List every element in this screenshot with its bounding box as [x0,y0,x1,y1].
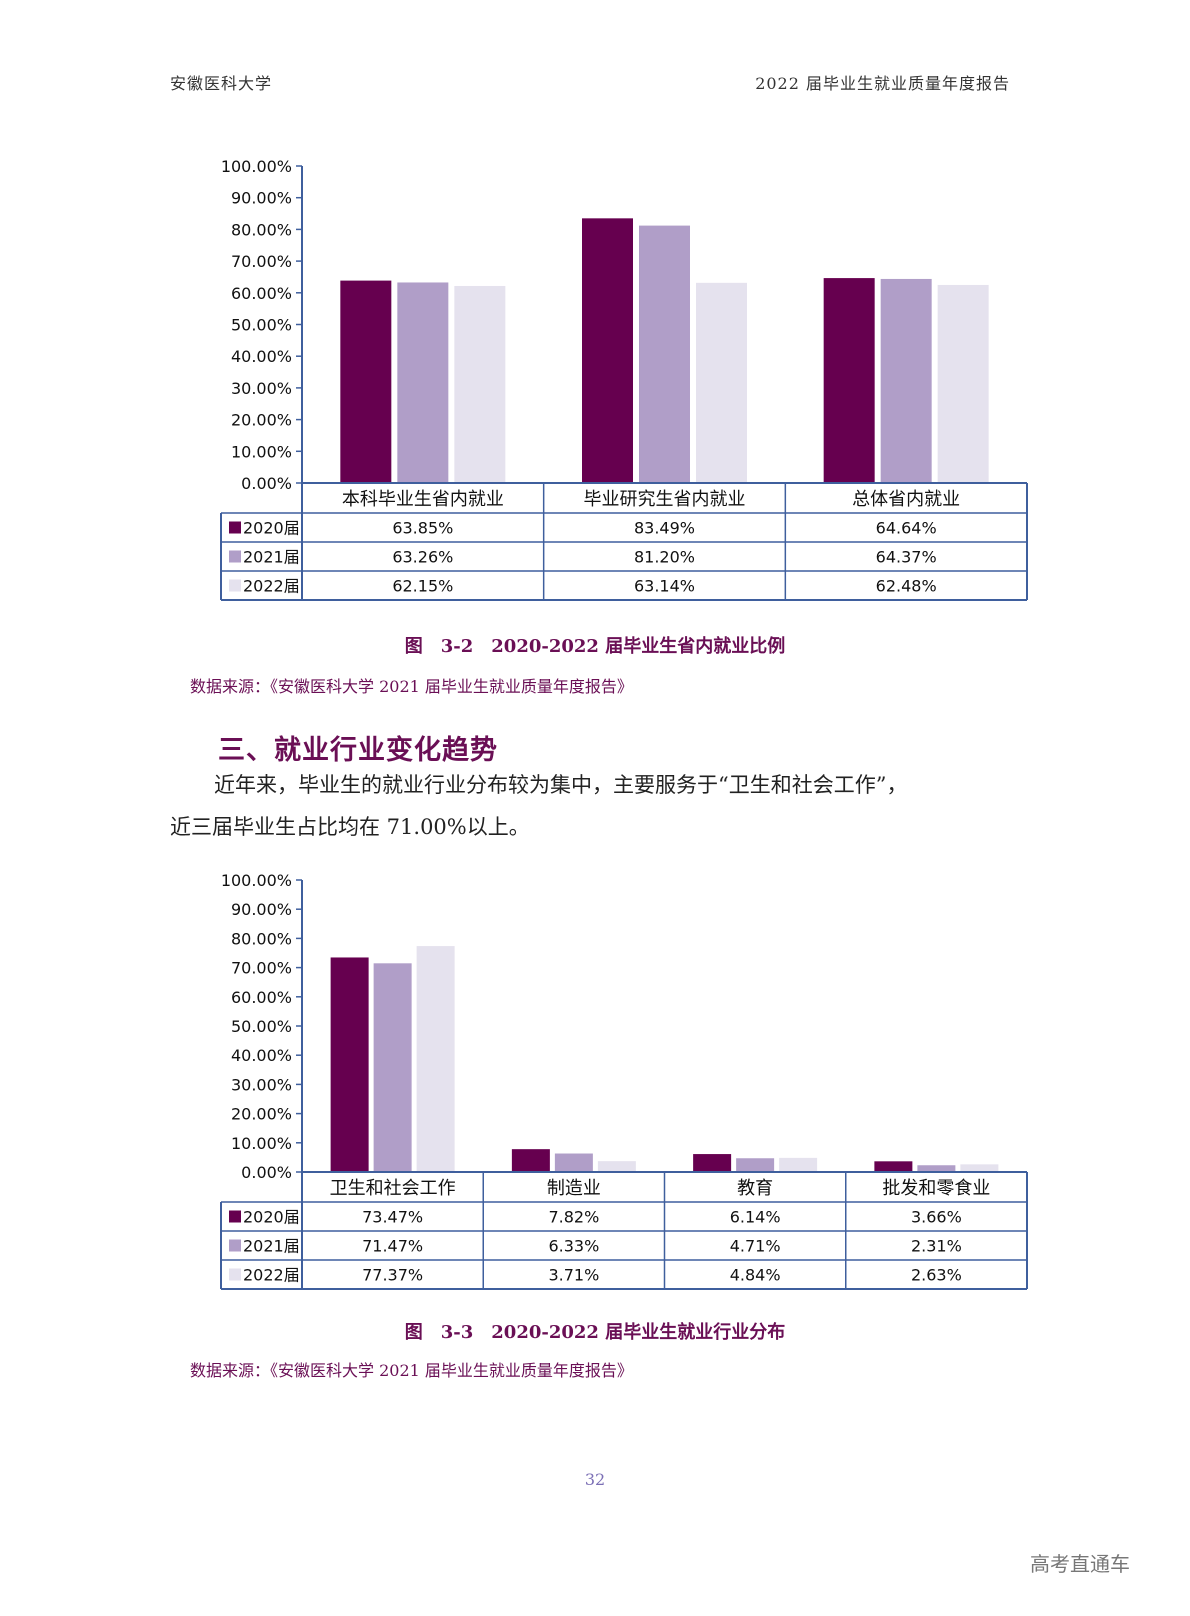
y-tick-label: 80.00% [231,220,292,239]
figure-3-3-source: 数据来源：《安徽医科大学 2021 届毕业生就业质量年度报告》 [190,1361,633,1380]
header-school-name: 安徽医科大学 [170,74,273,93]
legend-label: 2021届 [243,1237,300,1256]
bar-2021届-0 [373,963,412,1172]
legend-label: 2021届 [243,548,300,567]
y-tick-label: 30.00% [231,379,292,398]
data-label: 63.85% [392,519,453,538]
bar-2020届-1 [511,1149,550,1172]
y-tick-label: 70.00% [231,252,292,271]
y-tick-label: 40.00% [231,347,292,366]
section-title: 三、就业行业变化趋势 [218,735,498,766]
chart-provincial-employment-svg: 0.00% 10.00% 20.00% 30.00% 40.00% 50.00% 60.00… [220,157,1028,601]
bar-2020届-2 [693,1154,732,1172]
data-label: 4.71% [730,1237,781,1256]
legend-label: 2022届 [243,577,300,596]
data-label: 6.14% [730,1208,781,1227]
bar-2020届-1 [582,218,633,483]
y-tick-label: 40.00% [231,1046,292,1065]
data-label: 2.63% [911,1266,962,1285]
data-label: 63.26% [392,548,453,567]
bar-2021届-1 [554,1153,593,1172]
y-tick-label: 100.00% [221,871,292,890]
data-label: 62.15% [392,577,453,596]
y-tick-label: 90.00% [231,900,292,919]
bar-2021届-2 [736,1158,775,1172]
data-label: 7.82% [548,1208,599,1227]
data-label: 2.31% [911,1237,962,1256]
legend-label: 2020届 [243,519,300,538]
data-label: 62.48% [876,577,937,596]
data-label: 3.66% [911,1208,962,1227]
y-tick-label: 20.00% [231,411,292,430]
bar-2021届-3 [917,1165,956,1172]
data-label: 73.47% [362,1208,423,1227]
category-label: 本科毕业生省内就业 [342,489,504,510]
data-label: 71.47% [362,1237,423,1256]
bar-2021届-1 [639,225,690,483]
header-report-title: 2022 届毕业生就业质量年度报告 [755,74,1010,93]
y-tick-label: 30.00% [231,1075,292,1094]
y-tick-label: 60.00% [231,988,292,1007]
chart-provincial-employment: 0.00% 10.00% 20.00% 30.00% 40.00% 50.00% 60.00… [150,150,1070,610]
bar-2022届-0 [416,946,455,1172]
legend-swatch-2021届 [229,1239,241,1252]
data-label: 77.37% [362,1266,423,1285]
data-label: 81.20% [634,548,695,567]
category-label: 批发和零食业 [882,1178,990,1199]
data-label: 3.71% [548,1266,599,1285]
legend-swatch-2020届 [229,521,241,534]
category-label: 总体省内就业 [852,489,960,510]
y-tick-label: 70.00% [231,959,292,978]
y-tick-label: 10.00% [231,442,292,461]
body-paragraph: 近年来，毕业生的就业行业分布较为集中，主要服务于“卫生和社会工作”， 近三届毕业… [170,764,1030,848]
y-tick-label: 50.00% [231,316,292,335]
chart-industry-distribution-svg: 0.00% 10.00% 20.00% 30.00% 40.00% 50.00% 60.00… [220,871,1028,1290]
data-label: 4.84% [730,1266,781,1285]
legend-swatch-2022届 [229,579,241,592]
chart-industry-distribution: 0.00% 10.00% 20.00% 30.00% 40.00% 50.00% 60.00… [150,866,1070,1306]
bar-2022届-2 [937,284,989,483]
data-label: 63.14% [634,577,695,596]
bar-2020届-3 [874,1161,913,1172]
category-label: 制造业 [547,1178,601,1199]
bar-2022届-1 [696,282,747,483]
bar-2021届-2 [880,278,932,483]
legend-swatch-2020届 [229,1210,241,1223]
bar-2021届-0 [397,282,449,483]
category-label: 教育 [737,1178,773,1199]
y-tick-label: 60.00% [231,284,292,303]
y-tick-label: 80.00% [231,929,292,948]
figure-3-3-caption: 图 3-3 2020-2022 届毕业生就业行业分布 [404,1322,786,1343]
bar-2020届-0 [330,957,369,1172]
bar-2022届-3 [960,1164,999,1172]
legend-label: 2020届 [243,1208,300,1227]
legend-swatch-2022届 [229,1268,241,1281]
page-number: 32 [584,1470,606,1489]
y-tick-label: 0.00% [241,474,292,493]
y-tick-label: 100.00% [221,157,292,176]
y-tick-label: 0.00% [241,1163,292,1182]
bar-2020届-0 [340,280,392,483]
category-label: 卫生和社会工作 [330,1178,456,1199]
paragraph-line-1: 近年来，毕业生的就业行业分布较为集中，主要服务于“卫生和社会工作”， [214,773,908,797]
data-label: 64.37% [876,548,937,567]
category-label: 毕业研究生省内就业 [584,489,746,510]
bar-2022届-1 [597,1161,636,1172]
y-tick-label: 90.00% [231,189,292,208]
watermark: 高考直通车 [1030,1552,1130,1576]
paragraph-line-2: 近三届毕业生占比均在 71.00%以上。 [170,815,530,839]
bar-2022届-0 [454,285,506,483]
bar-2022届-2 [779,1157,818,1172]
legend-label: 2022届 [243,1266,300,1285]
bar-2020届-2 [823,278,875,483]
data-label: 64.64% [876,519,937,538]
figure-3-2-source: 数据来源：《安徽医科大学 2021 届毕业生就业质量年度报告》 [190,677,633,696]
data-label: 6.33% [548,1237,599,1256]
y-tick-label: 50.00% [231,1017,292,1036]
data-label: 83.49% [634,519,695,538]
figure-3-2-caption: 图 3-2 2020-2022 届毕业生省内就业比例 [404,636,786,657]
y-tick-label: 10.00% [231,1134,292,1153]
y-tick-label: 20.00% [231,1105,292,1124]
legend-swatch-2021届 [229,550,241,563]
